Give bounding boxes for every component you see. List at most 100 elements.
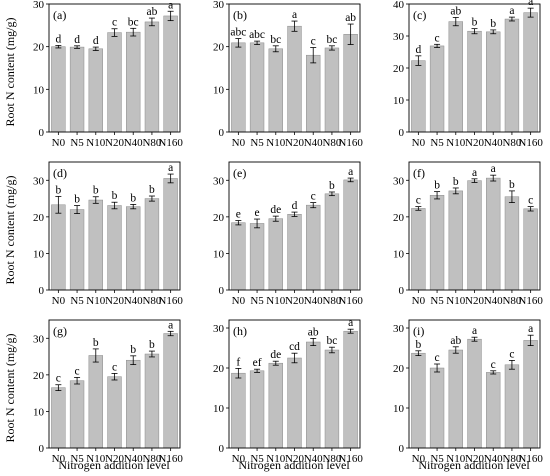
significance-letter: a bbox=[509, 5, 514, 17]
y-tick-label: 0 bbox=[39, 443, 45, 455]
bar bbox=[51, 204, 66, 291]
significance-letter: a bbox=[348, 166, 353, 178]
bar bbox=[448, 349, 463, 449]
significance-letter: bc bbox=[326, 335, 337, 347]
x-tick-label: N40 bbox=[484, 137, 503, 149]
x-tick-label: N10 bbox=[86, 295, 105, 307]
significance-letter: f bbox=[236, 356, 240, 368]
significance-letter: ef bbox=[253, 357, 262, 369]
y-tick-label: 30 bbox=[213, 175, 225, 187]
plot-frame bbox=[408, 3, 541, 133]
bar bbox=[324, 47, 340, 133]
x-tick-label: N160 bbox=[338, 295, 363, 307]
significance-letter: c bbox=[528, 195, 533, 207]
bar bbox=[306, 341, 321, 449]
significance-letter: c bbox=[112, 17, 117, 29]
significance-letter: c bbox=[509, 348, 514, 360]
significance-letter: c bbox=[112, 361, 117, 373]
bar bbox=[107, 376, 122, 449]
significance-letter: e bbox=[255, 207, 260, 219]
significance-letter: c bbox=[491, 359, 496, 371]
significance-letter: b bbox=[415, 339, 421, 351]
x-tick-label: N5 bbox=[70, 453, 84, 465]
bar bbox=[523, 208, 538, 291]
y-tick-label: 10 bbox=[393, 403, 405, 415]
x-tick-label: N5 bbox=[250, 137, 264, 149]
significance-letter: b bbox=[453, 176, 459, 188]
panel-label: (e) bbox=[233, 166, 246, 180]
x-tick-label: N160 bbox=[158, 453, 183, 465]
y-tick-label: 0 bbox=[399, 127, 405, 139]
x-tick-label: N5 bbox=[250, 295, 264, 307]
bar bbox=[249, 42, 265, 133]
significance-letter: b bbox=[55, 184, 61, 196]
bar bbox=[163, 333, 178, 449]
significance-letter: c bbox=[435, 352, 440, 364]
significance-letter: ab bbox=[345, 12, 356, 24]
x-tick-label: N20 bbox=[285, 295, 304, 307]
y-tick-label: 0 bbox=[39, 127, 45, 139]
x-tick-label: N160 bbox=[338, 137, 363, 149]
bar bbox=[448, 21, 463, 133]
panel-label: (d) bbox=[53, 166, 67, 180]
x-tick-label: N20 bbox=[105, 453, 124, 465]
x-axis-label-col-3: Nitrogen addition level bbox=[418, 458, 530, 472]
bar bbox=[88, 48, 103, 133]
y-tick-label: 20 bbox=[213, 212, 225, 224]
significance-letter: d bbox=[415, 44, 421, 56]
significance-letter: b bbox=[112, 190, 118, 202]
x-tick-label: N10 bbox=[446, 295, 465, 307]
bar bbox=[268, 362, 283, 449]
significance-letter: b bbox=[93, 337, 99, 349]
x-tick-label: N20 bbox=[285, 137, 304, 149]
significance-letter: c bbox=[435, 32, 440, 44]
x-tick-label: N40 bbox=[304, 295, 323, 307]
x-tick-label: N10 bbox=[266, 137, 285, 149]
y-tick-label: 20 bbox=[213, 363, 225, 375]
bar bbox=[343, 330, 358, 449]
panel-2: abc N0 abc N5 bc N10 a N20 c N40 bc N80 ab N160 0 10 20 3… bbox=[213, 0, 363, 149]
y-tick-label: 0 bbox=[399, 443, 405, 455]
x-tick-label: N20 bbox=[285, 453, 304, 465]
bar bbox=[231, 42, 246, 133]
x-tick-label: N80 bbox=[502, 453, 521, 465]
y-tick-label: 20 bbox=[213, 42, 225, 54]
significance-letter: ab bbox=[146, 6, 157, 18]
significance-letter: c bbox=[416, 195, 421, 207]
significance-letter: b bbox=[130, 192, 136, 204]
x-tick-label: N10 bbox=[266, 295, 285, 307]
bar bbox=[467, 30, 482, 133]
plot-frame bbox=[228, 319, 361, 449]
y-tick-label: 30 bbox=[393, 323, 405, 335]
bar bbox=[324, 349, 340, 449]
bar bbox=[523, 12, 538, 133]
y-tick-label: 0 bbox=[39, 285, 45, 297]
x-tick-label: N80 bbox=[142, 453, 161, 465]
x-tick-label: N40 bbox=[304, 137, 323, 149]
y-tick-label: 30 bbox=[33, 333, 45, 345]
bar bbox=[144, 21, 160, 133]
bar bbox=[231, 222, 246, 291]
panels: dN0dN5dN10cN20bcN40abN80aN1600102030(a)a… bbox=[33, 0, 543, 465]
x-axis-label-col-2: Nitrogen addition level bbox=[238, 458, 350, 472]
x-tick-label: N40 bbox=[304, 453, 323, 465]
bar bbox=[51, 46, 66, 133]
plot-frame bbox=[408, 319, 541, 449]
panel-1: d N0 d N5 d N10 c N20 bc N40 ab N80 a N160 0 10 20 30 (a) bbox=[33, 0, 183, 149]
y-tick-label: 10 bbox=[393, 95, 405, 107]
plot-frame bbox=[228, 3, 361, 133]
y-tick-label: 30 bbox=[213, 323, 225, 335]
bar bbox=[287, 214, 302, 291]
significance-letter: b bbox=[74, 194, 80, 206]
x-tick-label: N20 bbox=[105, 295, 124, 307]
x-tick-label: N80 bbox=[322, 453, 341, 465]
y-tick-label: 30 bbox=[33, 0, 45, 11]
bar bbox=[448, 190, 463, 291]
x-tick-label: N160 bbox=[518, 453, 543, 465]
panel-8: f N0 ef N5 de N10 cd N20 ab N40 bc N80 a N160 0 10 20 30 (… bbox=[213, 317, 363, 465]
bar bbox=[144, 353, 160, 449]
significance-letter: a bbox=[292, 9, 297, 21]
significance-letter: a bbox=[472, 167, 477, 179]
x-tick-label: N5 bbox=[430, 137, 444, 149]
